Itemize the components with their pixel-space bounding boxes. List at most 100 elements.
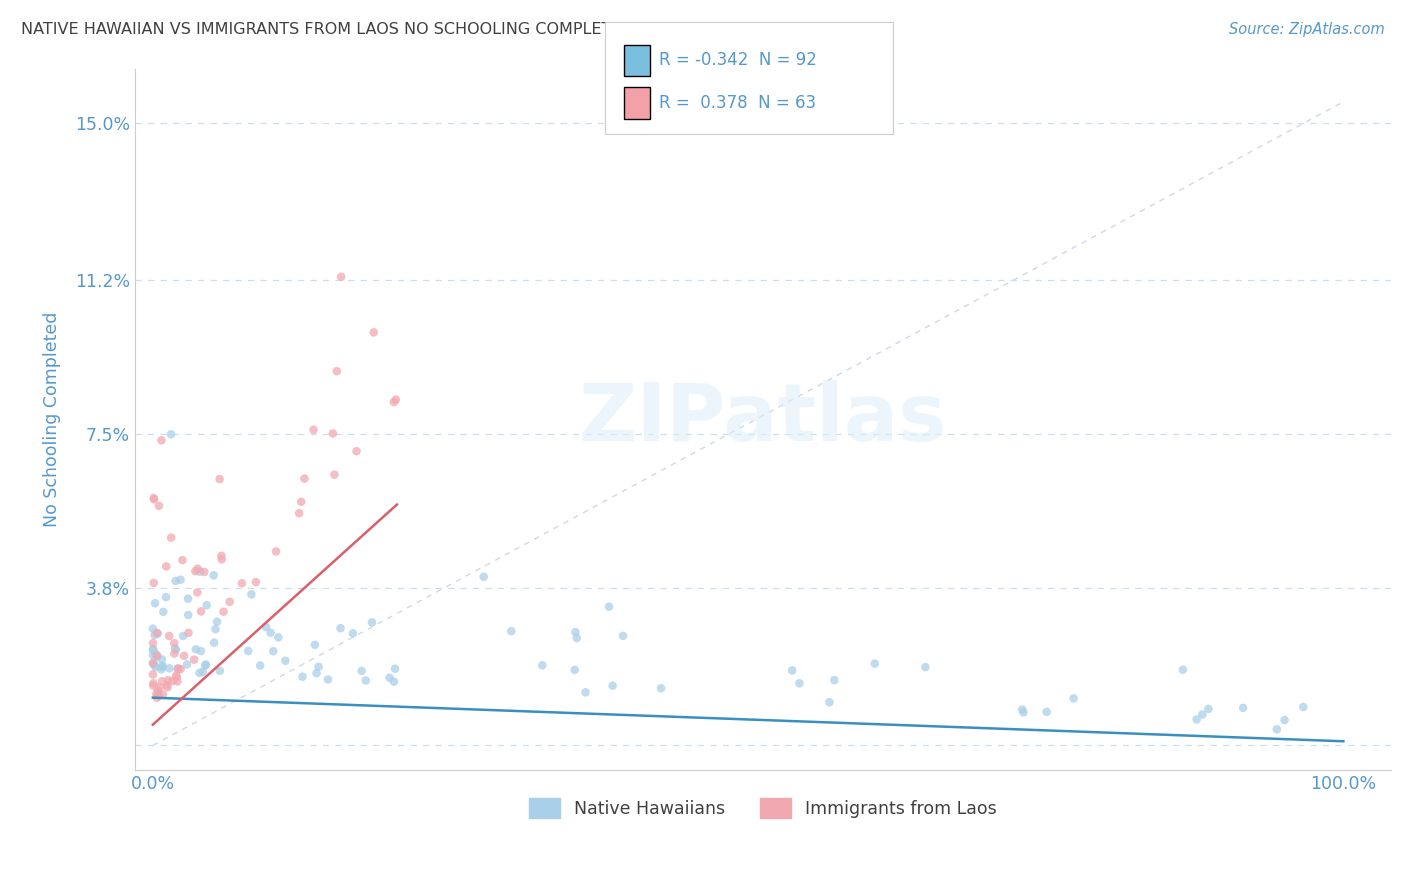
Point: [194, 657, 217, 672]
Point: [302, 423, 325, 437]
Point: [142, 642, 165, 657]
Point: [1171, 663, 1194, 677]
Point: [186, 585, 208, 599]
Point: [789, 676, 811, 690]
Point: [150, 652, 173, 666]
Point: [574, 685, 596, 699]
Point: [177, 607, 200, 622]
Point: [152, 658, 174, 673]
Point: [157, 673, 180, 687]
Point: [323, 467, 346, 482]
Point: [384, 662, 406, 676]
Point: [190, 604, 212, 618]
Point: [382, 674, 405, 689]
Point: [264, 544, 287, 558]
Point: [190, 644, 212, 658]
Point: [169, 573, 191, 587]
Point: [195, 599, 218, 613]
Point: [863, 657, 886, 671]
Point: [274, 654, 297, 668]
Point: [145, 690, 167, 705]
Point: [188, 565, 211, 579]
Point: [211, 552, 233, 566]
Point: [187, 561, 209, 575]
Point: [160, 427, 183, 442]
Point: [193, 565, 215, 579]
Point: [142, 642, 165, 657]
Point: [166, 662, 188, 676]
Point: [172, 553, 194, 567]
Point: [145, 648, 167, 662]
Y-axis label: No Schooling Completed: No Schooling Completed: [44, 311, 60, 527]
Point: [564, 625, 586, 640]
Point: [173, 648, 195, 663]
Text: R = -0.342  N = 92: R = -0.342 N = 92: [659, 51, 817, 69]
Point: [354, 673, 377, 688]
Point: [259, 625, 281, 640]
Point: [148, 499, 170, 513]
Point: [208, 664, 231, 678]
Point: [602, 679, 624, 693]
Point: [148, 689, 170, 703]
Point: [385, 392, 408, 407]
Point: [148, 680, 170, 694]
Point: [142, 491, 165, 505]
Point: [184, 642, 207, 657]
Point: [163, 647, 186, 661]
Point: [146, 649, 169, 664]
Point: [156, 680, 179, 694]
Point: [1232, 701, 1254, 715]
Point: [166, 670, 188, 684]
Point: [1035, 705, 1057, 719]
Point: [152, 660, 174, 674]
Point: [382, 395, 405, 409]
Point: [290, 495, 312, 509]
Point: [142, 575, 165, 590]
Point: [501, 624, 523, 639]
Point: [1012, 706, 1035, 720]
Point: [165, 668, 187, 682]
Point: [143, 596, 166, 610]
Point: [150, 434, 173, 448]
Point: [1063, 691, 1085, 706]
Point: [143, 628, 166, 642]
Point: [818, 695, 841, 709]
Point: [146, 626, 169, 640]
Point: [914, 660, 936, 674]
Point: [350, 664, 373, 678]
Point: [780, 664, 803, 678]
Point: [565, 631, 588, 645]
Point: [152, 605, 174, 619]
Point: [143, 492, 166, 507]
Point: [150, 674, 173, 689]
Point: [208, 472, 231, 486]
Point: [378, 671, 401, 685]
Point: [291, 670, 314, 684]
Point: [346, 444, 368, 458]
Point: [202, 635, 225, 649]
Point: [316, 673, 339, 687]
Point: [142, 636, 165, 650]
Point: [650, 681, 672, 696]
Point: [145, 687, 167, 701]
Point: [1274, 713, 1296, 727]
Point: [472, 570, 495, 584]
Legend: Native Hawaiians, Immigrants from Laos: Native Hawaiians, Immigrants from Laos: [522, 791, 1004, 825]
Point: [163, 636, 186, 650]
Point: [1292, 700, 1315, 714]
Point: [157, 629, 180, 643]
Point: [143, 657, 166, 672]
Point: [142, 657, 165, 671]
Point: [150, 662, 173, 676]
Point: [142, 676, 165, 690]
Point: [146, 626, 169, 640]
Point: [1265, 723, 1288, 737]
Point: [330, 269, 353, 284]
Point: [205, 615, 228, 629]
Point: [142, 648, 165, 662]
Point: [167, 661, 190, 675]
Text: NATIVE HAWAIIAN VS IMMIGRANTS FROM LAOS NO SCHOOLING COMPLETED CORRELATION CHART: NATIVE HAWAIIAN VS IMMIGRANTS FROM LAOS …: [21, 22, 813, 37]
Point: [308, 659, 330, 673]
Text: ZIPatlas: ZIPatlas: [579, 380, 948, 458]
Point: [191, 665, 214, 679]
